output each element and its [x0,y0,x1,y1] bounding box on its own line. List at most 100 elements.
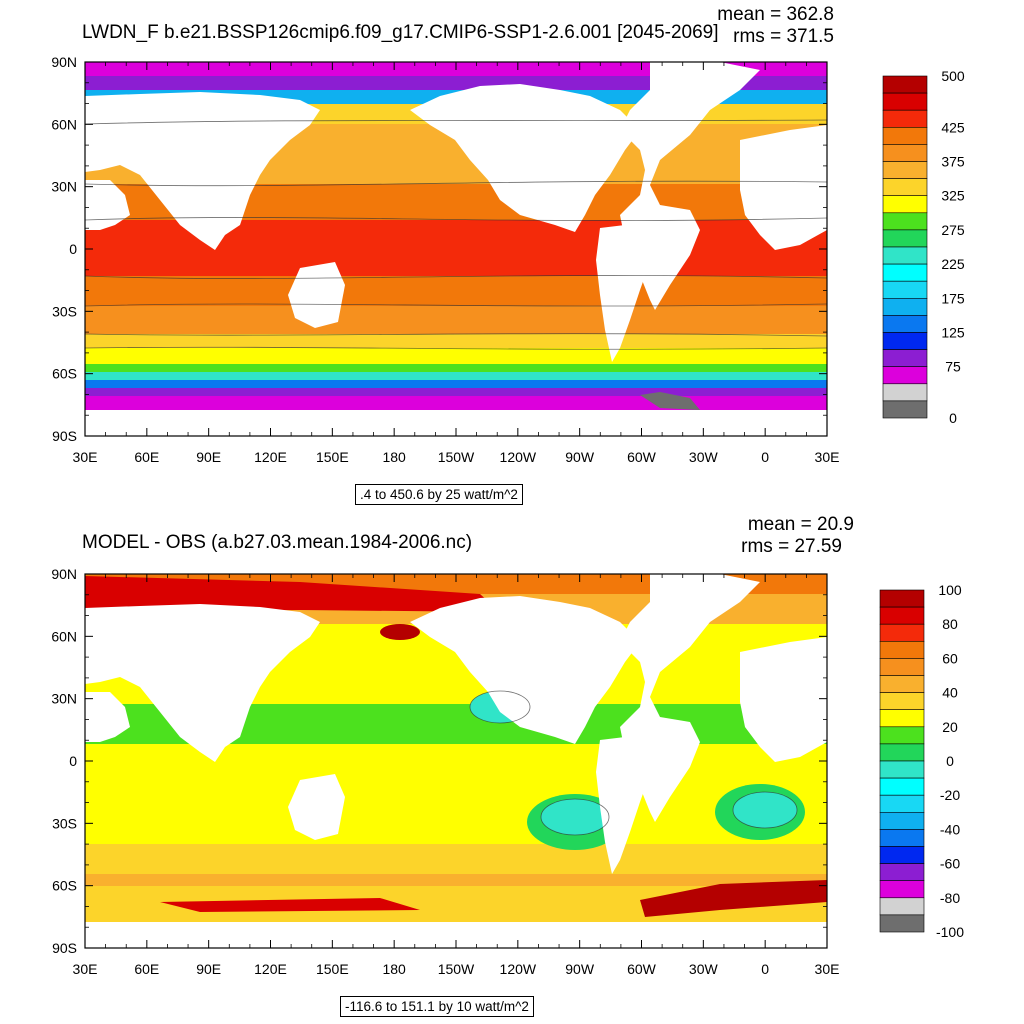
colorbar-swatch [882,400,928,419]
lon-label: 30E [73,961,98,977]
lat-label: 30N [51,179,77,195]
lat-label: 90N [51,54,77,70]
colorbar-swatch [882,297,928,316]
lon-label: 180 [382,961,406,977]
colorbar-label: 0 [949,410,957,426]
lon-label: 90E [196,961,221,977]
lon-label: 0 [761,449,769,465]
lat-label: 90N [51,566,77,582]
colorbar-swatch [879,658,925,676]
colorbar-swatch [882,280,928,299]
lon-label: 120E [254,961,287,977]
colorbar-label: -80 [940,890,960,906]
colorbar-swatch [879,589,925,608]
lat-axis: 90N 60N 30N 0 30S 60S 90S [51,566,827,956]
colorbar-swatch [882,366,928,385]
colorbar-swatch [879,811,925,830]
colorbar-label: 100 [938,582,962,598]
lat-label: 30N [51,691,77,707]
lat-label: 30S [52,303,77,319]
colorbar-swatch [882,127,928,145]
map-plot: 90N 60N 30N 0 30S 60S 90S 30E 60E 90E 120E 150E 180… [51,566,964,977]
colorbar-swatch [882,315,928,333]
colorbar-label: -40 [940,821,960,837]
lon-label: 30E [73,449,98,465]
colorbar-label: 20 [942,719,958,735]
lon-label: 150W [438,961,475,977]
colorbar-swatch [882,246,928,265]
panel-lwdn: LWDN_F b.e21.BSSP126cmip6.f09_g17.CMIP6-… [51,4,965,505]
colorbar-label: 0 [946,753,954,769]
lat-axis: 90N 60N 30N 0 30S 60S 90S [51,54,827,444]
lon-label: 60E [134,449,159,465]
colorbar-label: 80 [942,616,958,632]
colorbar-label: 60 [942,650,958,666]
lon-label: 30E [815,961,840,977]
lat-label: 30S [52,815,77,831]
colorbar-label: 175 [941,290,965,306]
colorbar-swatch [882,161,928,179]
lon-axis: 30E 60E 90E 120E 150E 180 150W 120W 90W 60W 30W 0 30… [73,62,839,465]
lon-label: 120E [254,449,287,465]
lon-label: 60W [627,961,657,977]
lon-label: 90W [565,449,595,465]
lon-axis: 30E 60E 90E 120E 150E 180 150W 120W 90W 60W 30W 0 30… [73,574,840,977]
colorbar-swatch [879,641,925,659]
colorbar-label: 40 [942,685,958,701]
lon-label: 120W [500,961,537,977]
colorbar-swatch [879,777,925,796]
colorbar-swatch [879,794,925,813]
mean-stat: mean = 362.8 [717,4,834,25]
lon-label: 90W [565,961,595,977]
colorbar: 100 80 60 40 20 0 -20 -40 -60 -80 -100 [879,582,964,940]
range-label: .4 to 450.6 by 25 watt/m^2 [355,484,523,505]
colorbar-swatch [882,75,928,94]
colorbar-label: 225 [941,256,965,272]
colorbar-label: -20 [940,787,960,803]
colorbar-label: 275 [941,222,965,238]
lon-label: 90E [196,449,221,465]
colorbar-swatch [882,263,928,282]
lon-label: 150W [438,449,475,465]
lat-label: 60N [51,116,77,132]
colorbar-swatch [882,332,928,350]
rms-stat: rms = 27.59 [741,536,842,557]
lon-label: 150E [316,961,349,977]
colorbar-swatch [882,195,928,214]
lat-label: 60S [52,366,77,382]
colorbar-swatch [879,743,925,762]
colorbar-swatch [882,349,928,368]
colorbar-swatch [882,92,928,111]
lon-label: 0 [761,961,769,977]
colorbar-label: -60 [940,856,960,872]
rms-stat: rms = 371.5 [733,26,834,47]
lon-label: 120W [500,449,537,465]
colorbar-label: -100 [936,924,964,940]
mean-stat: mean = 20.9 [747,514,854,535]
lat-label: 60N [51,628,77,644]
colorbar-swatch [882,383,928,402]
colorbar-swatch [879,846,925,864]
lon-label: 60W [627,449,657,465]
colorbar-label: 425 [941,119,965,135]
colorbar-swatch [879,760,925,779]
lon-label: 30W [689,961,719,977]
colorbar-swatch [879,709,925,728]
colorbar-swatch [879,606,925,625]
colorbar-swatch [879,880,925,899]
panel-title: MODEL - OBS (a.b27.03.mean.1984-2006.nc) [82,532,473,553]
colorbar: 500 425 375 325 275 225 175 125 75 0 [882,68,965,426]
colorbar-label: 75 [945,359,961,375]
lon-label: 60E [134,961,159,977]
lon-label: 150E [316,449,349,465]
colorbar-swatch [879,692,925,711]
panel-title: LWDN_F b.e21.BSSP126cmip6.f09_g17.CMIP6-… [82,22,719,43]
lat-label: 60S [52,878,77,894]
map-plot: 90N 60N 30N 0 30S 60S 90S 30E 60E 90E 120E 150E 180… [51,54,965,465]
colorbar-label: 500 [941,68,965,84]
range-label: -116.6 to 151.1 by 10 watt/m^2 [340,996,534,1017]
lat-label: 90S [52,428,77,444]
lon-label: 30W [689,449,719,465]
panel-model-obs: MODEL - OBS (a.b27.03.mean.1984-2006.nc)… [0,512,1024,1024]
colorbar-label: 125 [941,325,965,341]
